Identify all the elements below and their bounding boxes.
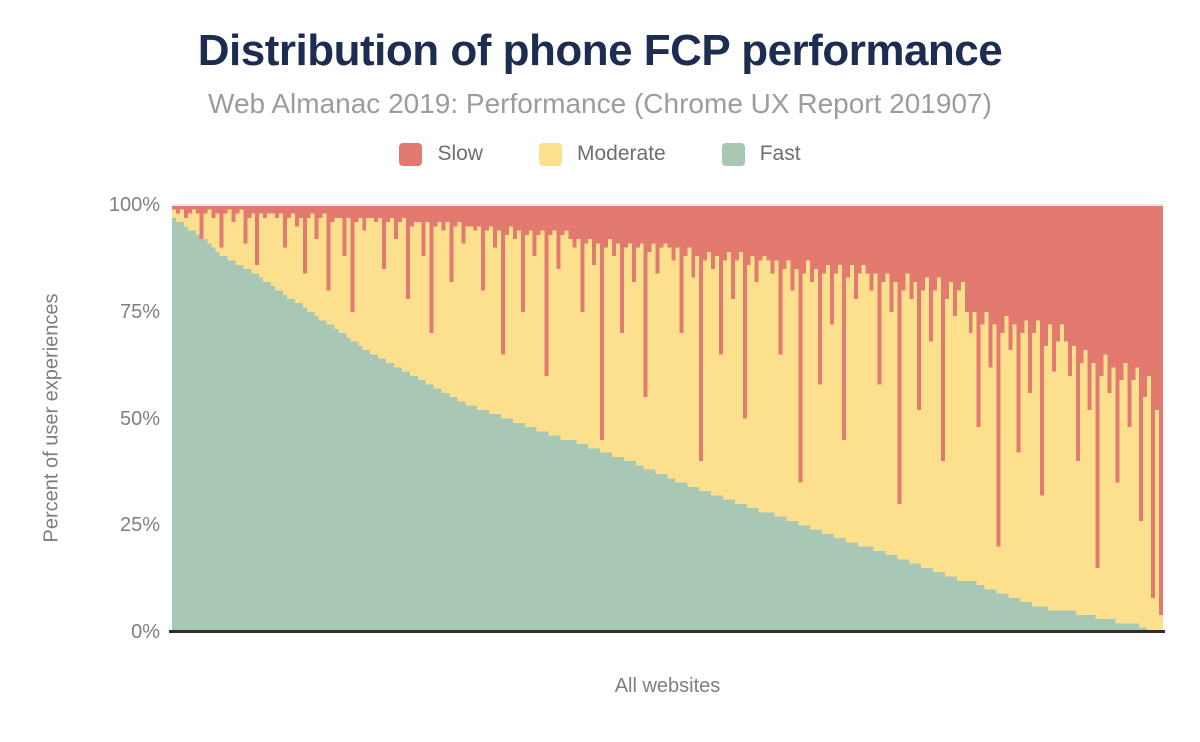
chart-title: Distribution of phone FCP performance [197,26,1003,75]
x-axis-line [169,630,1165,633]
legend-item-moderate: Moderate [538,142,666,166]
gridline-100pct [172,204,1163,206]
legend-item-fast: Fast [721,142,801,166]
stacked-bars-chart[interactable] [172,205,1163,632]
legend-label-moderate: Moderate [576,142,666,165]
legend-label-slow: Slow [437,142,483,165]
plot-area [172,205,1163,632]
x-axis-title: All websites [614,675,721,697]
legend-item-slow: Slow [399,142,483,166]
y-tick-25: 25% [119,514,160,536]
chart-subtitle: Web Almanac 2019: Performance (Chrome UX… [208,88,992,119]
fast-color-swatch-icon [721,142,745,166]
y-tick-50: 50% [119,408,160,430]
y-tick-0: 0% [131,621,160,643]
moderate-color-swatch-icon [538,142,562,166]
legend: Slow Moderate Fast [0,142,1200,166]
y-axis-title: Percent of user experiences [40,293,63,543]
slow-color-swatch-icon [399,142,423,166]
y-tick-75: 75% [119,301,160,323]
legend-label-fast: Fast [759,142,801,165]
y-tick-100: 100% [108,194,160,216]
